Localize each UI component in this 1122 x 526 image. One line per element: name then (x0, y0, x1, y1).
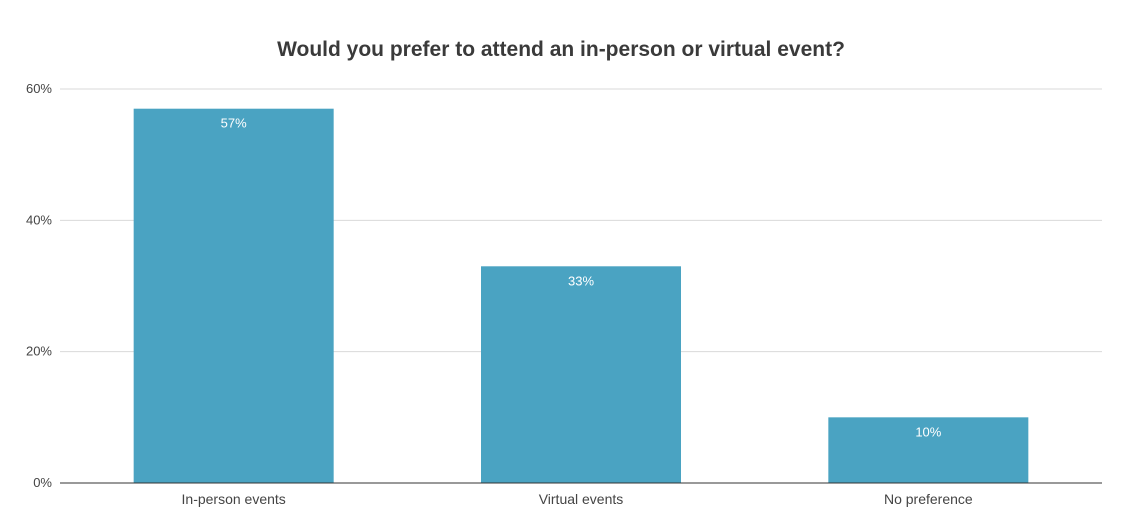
y-axis-ticks: 0% 20% 40% 60% (26, 81, 52, 490)
bar-data-label: 57% (221, 116, 247, 131)
x-axis-categories: In-person events Virtual events No prefere… (182, 491, 973, 507)
chart-title: Would you prefer to attend an in-person … (277, 38, 845, 61)
x-category-label: Virtual events (539, 491, 624, 507)
bar (481, 266, 681, 483)
y-tick-label: 40% (26, 212, 52, 227)
bar (828, 417, 1029, 483)
x-category-label: In-person events (182, 491, 286, 507)
bars (133, 108, 1029, 483)
x-category-label: No preference (884, 491, 973, 507)
bar-data-label: 10% (915, 424, 941, 439)
bar-data-label: 33% (568, 273, 594, 288)
y-tick-label: 0% (33, 475, 52, 490)
y-tick-label: 20% (26, 344, 52, 359)
data-labels: 57% 33% 10% (221, 116, 942, 440)
bar (133, 108, 334, 483)
y-tick-label: 60% (26, 81, 52, 96)
